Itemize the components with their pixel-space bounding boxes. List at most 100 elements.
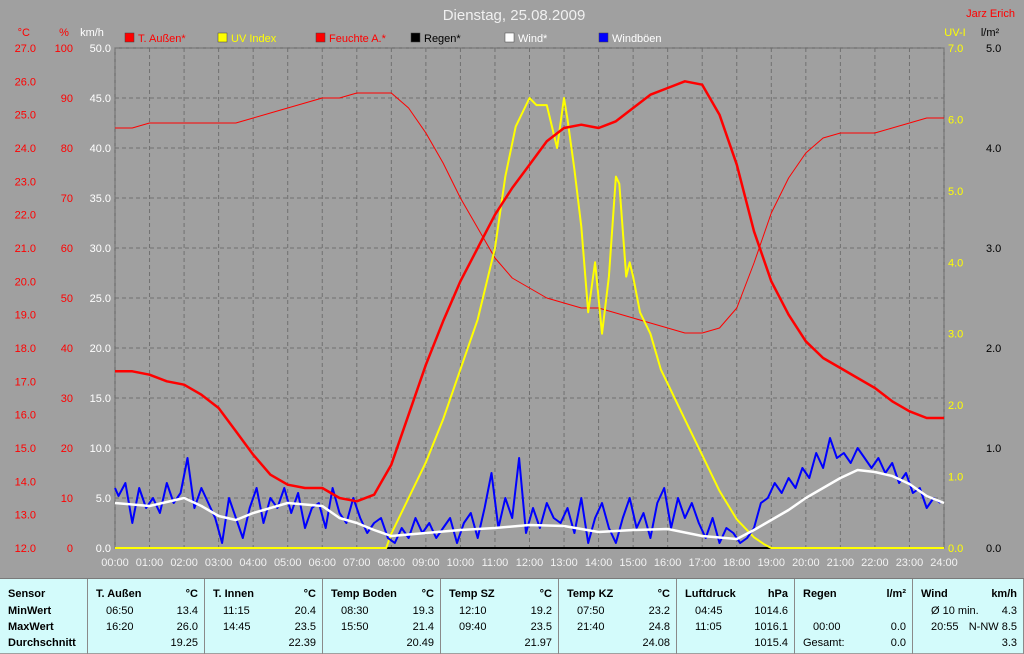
x-tick-label: 20:00 xyxy=(792,557,820,569)
stats-cell-min-time: 12:10 xyxy=(459,605,487,617)
stats-column: Luftdruck hPa 04:45 1014.6 11:05 1016.1 1015.4 xyxy=(677,579,795,654)
legend-swatch xyxy=(598,32,609,43)
temp-tick-label: 12.0 xyxy=(15,543,36,555)
rain-tick-label: 5.0 xyxy=(986,43,1001,55)
stats-cell-name: Luftdruck xyxy=(685,588,736,600)
stats-cell-max: 23.5 xyxy=(294,621,316,633)
stats-row xyxy=(795,604,912,618)
stats-cell-avg-label: Gesamt: xyxy=(803,637,845,649)
stats-row: 08:30 19.3 xyxy=(323,604,440,618)
stats-cell-name: Temp Boden xyxy=(331,588,397,600)
stats-cell-max: 21.4 xyxy=(412,621,434,633)
x-tick-label: 04:00 xyxy=(239,557,267,569)
stats-row: Luftdruck hPa xyxy=(677,587,794,601)
stats-column: T. Außen °C 06:50 13.4 16:20 26.0 19.25 xyxy=(88,579,205,654)
legend-swatch xyxy=(410,32,421,43)
stats-cell-min: 19.3 xyxy=(412,605,434,617)
wind-tick-label: 30.0 xyxy=(90,243,111,255)
rain-tick-label: 1.0 xyxy=(986,443,1001,455)
legend-swatch xyxy=(315,32,326,43)
x-tick-label: 17:00 xyxy=(688,557,716,569)
x-tick-label: 01:00 xyxy=(136,557,164,569)
temp-tick-label: 19.0 xyxy=(15,310,36,322)
x-tick-label: 21:00 xyxy=(827,557,855,569)
temp-tick-label: 26.0 xyxy=(15,76,36,88)
humidity-tick-label: 50 xyxy=(61,293,73,305)
humidity-tick-label: 30 xyxy=(61,393,73,405)
stats-cell-min: 19.2 xyxy=(530,605,552,617)
temp-tick-label: 25.0 xyxy=(15,110,36,122)
x-tick-label: 13:00 xyxy=(550,557,578,569)
rain-tick-label: 4.0 xyxy=(986,143,1001,155)
legend-label: Wind* xyxy=(518,33,548,45)
stats-cell-unit: °C xyxy=(421,588,434,600)
row-label-max: MaxWert xyxy=(8,621,54,633)
chart-title: Dienstag, 25.08.2009 xyxy=(443,7,586,24)
stats-cell-avg: 22.39 xyxy=(288,637,316,649)
stats-cell-unit: km/h xyxy=(991,588,1017,600)
stats-cell-unit: hPa xyxy=(767,588,788,600)
stats-cell-min-time: 06:50 xyxy=(106,605,134,617)
uv-tick-label: 5.0 xyxy=(948,186,963,198)
humidity-tick-label: 90 xyxy=(61,93,73,105)
stats-column: Regen l/m² 00:00 0.0 Gesamt: 0.0 xyxy=(795,579,913,654)
legend-label: Windböen xyxy=(612,33,662,45)
stats-row: Gesamt: 0.0 xyxy=(795,636,912,650)
stats-cell-min: 4.3 xyxy=(1001,605,1017,617)
stats-cell-max-time: 16:20 xyxy=(106,621,134,633)
x-tick-label: 16:00 xyxy=(654,557,682,569)
temp-tick-label: 24.0 xyxy=(15,143,36,155)
temp-tick-label: 18.0 xyxy=(15,343,36,355)
stats-column: Wind km/h Ø 10 min. 4.3 20:55 N-NW 8.5 3.3 xyxy=(913,579,1024,654)
stats-column: Temp Boden °C 08:30 19.3 15:50 21.4 20.49 xyxy=(323,579,441,654)
uv-tick-label: 7.0 xyxy=(948,43,963,55)
stats-cell-min-time: 07:50 xyxy=(577,605,605,617)
x-tick-label: 03:00 xyxy=(205,557,233,569)
rain-tick-label: 3.0 xyxy=(986,243,1001,255)
stats-row: 21.97 xyxy=(441,636,558,650)
stats-cell-min: 20.4 xyxy=(294,605,316,617)
stats-cell-max-time: 00:00 xyxy=(813,621,841,633)
x-tick-label: 22:00 xyxy=(861,557,889,569)
stats-row: 16:20 26.0 xyxy=(88,620,204,634)
temp-tick-label: 17.0 xyxy=(15,376,36,388)
stats-cell-max: 23.5 xyxy=(530,621,552,633)
rain-tick-label: 0.0 xyxy=(986,543,1001,555)
humidity-tick-label: 20 xyxy=(61,443,73,455)
stats-cell-min: 23.2 xyxy=(648,605,670,617)
stats-cell-avg: 24.08 xyxy=(642,637,670,649)
stats-cell-avg: 3.3 xyxy=(1001,637,1017,649)
stats-row: Temp Boden °C xyxy=(323,587,440,601)
wind-tick-label: 5.0 xyxy=(96,493,111,505)
uv-tick-label: 2.0 xyxy=(948,400,963,412)
x-tick-label: 00:00 xyxy=(101,557,129,569)
legend-swatch xyxy=(124,32,135,43)
temp-tick-label: 22.0 xyxy=(15,210,36,222)
stats-cell-name: T. Außen xyxy=(96,588,142,600)
statistics-table: Sensor MinWert MaxWert Durchschnitt T. A… xyxy=(0,578,1024,654)
stats-cell-avg: 20.49 xyxy=(406,637,434,649)
temp-tick-label: 21.0 xyxy=(15,243,36,255)
uv-tick-label: 0.0 xyxy=(948,543,963,555)
stats-cell-name: Wind xyxy=(921,588,948,600)
stats-row: 11:05 1016.1 xyxy=(677,620,794,634)
stats-row: 15:50 21.4 xyxy=(323,620,440,634)
chart-axes: 00:00 01:00 02:00 03:00 04:00 05:00 06:00 07:00… xyxy=(15,43,1002,569)
stats-row: 19.25 xyxy=(88,636,204,650)
wind-tick-label: 25.0 xyxy=(90,293,111,305)
series-windb-en-line xyxy=(114,437,942,544)
temp-tick-label: 13.0 xyxy=(15,510,36,522)
chart-series xyxy=(114,80,945,549)
stats-cell-max-time: 15:50 xyxy=(341,621,369,633)
stats-row: 14:45 23.5 xyxy=(205,620,322,634)
x-tick-label: 15:00 xyxy=(619,557,647,569)
stats-row: 3.3 xyxy=(913,636,1023,650)
stats-row: 07:50 23.2 xyxy=(559,604,676,618)
stats-row: 06:50 13.4 xyxy=(88,604,204,618)
legend-swatch xyxy=(504,32,515,43)
x-tick-label: 06:00 xyxy=(308,557,336,569)
stats-column: Temp SZ °C 12:10 19.2 09:40 23.5 21.97 xyxy=(441,579,559,654)
series-feuchte-a-line xyxy=(115,92,944,334)
stats-cell-avg: 21.97 xyxy=(524,637,552,649)
x-tick-label: 18:00 xyxy=(723,557,751,569)
